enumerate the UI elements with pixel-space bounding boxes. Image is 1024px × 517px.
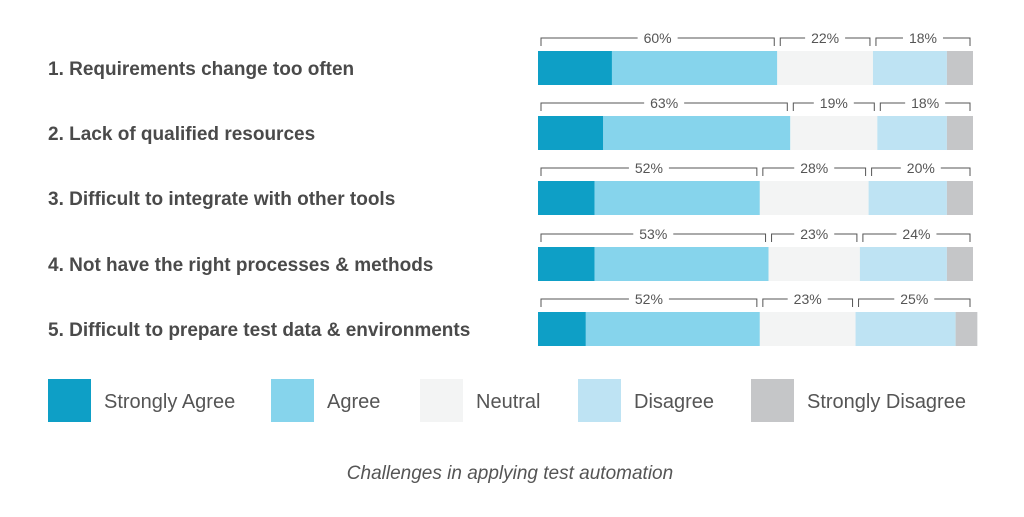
bar-segment-agree (611, 51, 778, 85)
group-bracket (792, 102, 875, 111)
bar-segment-agree (594, 247, 769, 281)
chart-caption: Challenges in applying test automation (347, 463, 673, 484)
legend-item: Strongly Agree (48, 379, 235, 422)
group-percent-label: 18% (909, 30, 937, 46)
group-bracket (858, 298, 971, 307)
legend-swatch (578, 379, 621, 422)
group-percent-label: 28% (800, 160, 828, 176)
group-percent-label: 22% (811, 30, 839, 46)
group-percent-label: 18% (911, 95, 939, 111)
bar-segment-strongly-agree (538, 51, 612, 85)
group-percent-label: 24% (902, 226, 930, 242)
bar-segment-strongly-agree (538, 312, 586, 346)
legend-swatch (48, 379, 91, 422)
legend-swatch (751, 379, 794, 422)
bar-segment-neutral (768, 247, 860, 281)
bar-row: 1. Requirements change too often 60% 22% 18… (48, 30, 973, 85)
legend-swatch (420, 379, 463, 422)
group-percent-label: 63% (650, 95, 678, 111)
legend-label: Strongly Agree (104, 391, 235, 413)
group-bracket (540, 233, 767, 242)
bar-row: 4. Not have the right processes & method… (48, 226, 973, 281)
group-percent-label: 52% (635, 160, 663, 176)
bar-segment-strongly-disagree (946, 247, 973, 281)
bar-row: 5. Difficult to prepare test data & envi… (48, 291, 978, 346)
group-bracket (862, 233, 971, 242)
bar-segment-strongly-disagree (955, 312, 978, 346)
category-label: 1. Requirements change too often (48, 59, 354, 80)
group-percent-label: 23% (794, 291, 822, 307)
legend-item: Disagree (578, 379, 714, 422)
legend-label: Neutral (476, 391, 540, 413)
group-bracket (762, 298, 854, 307)
group-bracket (771, 233, 858, 242)
legend-label: Strongly Disagree (807, 391, 966, 413)
group-percent-label: 25% (900, 291, 928, 307)
group-bracket (875, 37, 971, 46)
group-bracket (540, 37, 775, 46)
bar-segment-strongly-disagree (946, 181, 973, 215)
group-percent-label: 19% (820, 95, 848, 111)
bar-segment-disagree (877, 116, 947, 150)
bar-segment-neutral (790, 116, 878, 150)
bar-row: 2. Lack of qualified resources 63% 19% 18% (48, 95, 973, 150)
bar-segment-disagree (855, 312, 956, 346)
category-label: 4. Not have the right processes & method… (48, 255, 433, 276)
group-percent-label: 60% (644, 30, 672, 46)
group-bracket (540, 102, 788, 111)
category-label: 5. Difficult to prepare test data & envi… (48, 320, 470, 341)
legend: Strongly Agree Agree Neutral Disagree Strong… (48, 379, 966, 422)
group-percent-label: 52% (635, 291, 663, 307)
bar-segment-strongly-agree (538, 247, 595, 281)
bar-segment-agree (603, 116, 791, 150)
bar-segment-neutral (759, 312, 856, 346)
group-bracket (779, 37, 871, 46)
bar-segment-disagree (859, 247, 947, 281)
legend-swatch (271, 379, 314, 422)
legend-item: Neutral (420, 379, 540, 422)
bar-segment-strongly-disagree (946, 116, 973, 150)
group-percent-label: 53% (639, 226, 667, 242)
group-percent-label: 23% (800, 226, 828, 242)
bar-segment-agree (585, 312, 760, 346)
bar-segment-strongly-agree (538, 116, 604, 150)
group-percent-label: 20% (907, 160, 935, 176)
bar-segment-agree (594, 181, 760, 215)
bar-row: 3. Difficult to integrate with other too… (48, 160, 973, 215)
bar-segment-strongly-agree (538, 181, 595, 215)
group-bracket (879, 102, 971, 111)
bar-segment-neutral (777, 51, 873, 85)
group-bracket (762, 167, 867, 176)
bar-segment-strongly-disagree (946, 51, 973, 85)
group-bracket (540, 298, 758, 307)
group-bracket (871, 167, 971, 176)
group-bracket (540, 167, 758, 176)
legend-item: Agree (271, 379, 380, 422)
legend-label: Agree (327, 391, 380, 413)
legend-label: Disagree (634, 391, 714, 413)
bar-segment-disagree (872, 51, 947, 85)
category-label: 3. Difficult to integrate with other too… (48, 189, 395, 210)
bar-segment-disagree (868, 181, 947, 215)
bar-segment-neutral (759, 181, 869, 215)
legend-item: Strongly Disagree (751, 379, 966, 422)
category-label: 2. Lack of qualified resources (48, 124, 315, 145)
